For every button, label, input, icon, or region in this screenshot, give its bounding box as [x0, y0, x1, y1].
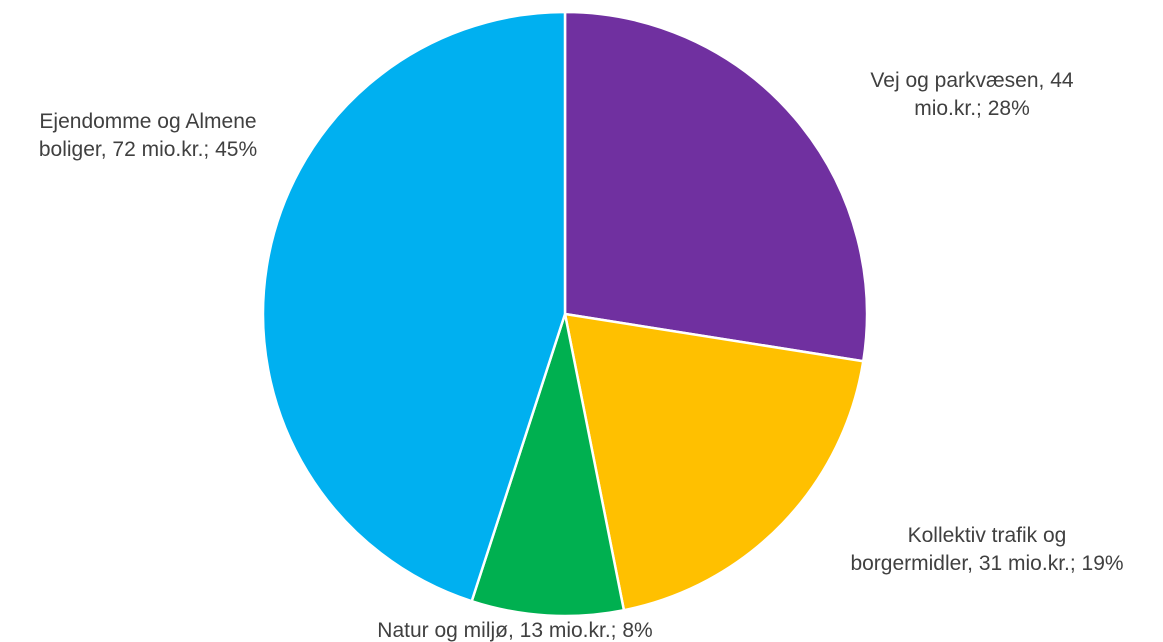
- pie-slice-vej-og-parkvæsen: [563, 10, 869, 363]
- slice-label-vej-og-parkvæsen: Vej og parkvæsen, 44 mio.kr.; 28%: [870, 69, 1073, 120]
- pie-slice-kollektiv-trafik-og-borgermidler: [563, 312, 865, 612]
- slice-label-line: Vej og parkvæsen, 44: [870, 69, 1073, 92]
- pie-slice-natur-og-miljø: [470, 312, 626, 618]
- slice-label-line: Ejendomme og Almene: [39, 110, 256, 133]
- pie-slice-ejendomme-og-almene-boliger: [261, 10, 567, 603]
- slice-label-line: Kollektiv trafik og: [908, 524, 1067, 547]
- slice-labels: Vej og parkvæsen, 44 mio.kr.; 28% Kollekti…: [39, 69, 1124, 642]
- slice-label-ejendomme-og-almene-boliger: Ejendomme og Almene boliger, 72 mio.kr.; …: [39, 110, 257, 161]
- slice-label-line: mio.kr.; 28%: [914, 97, 1030, 120]
- slice-label-natur-og-miljø: Natur og miljø, 13 mio.kr.; 8%: [377, 619, 652, 642]
- slice-label-line: Natur og miljø, 13 mio.kr.; 8%: [377, 619, 652, 642]
- slice-label-kollektiv-trafik-og-borgermidler: Kollektiv trafik og borgermidler, 31 mio.…: [850, 524, 1123, 575]
- slice-label-line: boliger, 72 mio.kr.; 45%: [39, 138, 257, 161]
- pie-slices: [261, 10, 869, 618]
- slice-label-line: borgermidler, 31 mio.kr.; 19%: [850, 552, 1123, 575]
